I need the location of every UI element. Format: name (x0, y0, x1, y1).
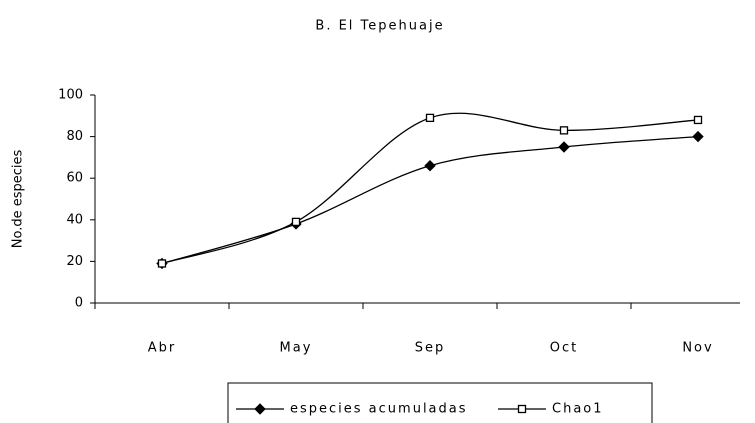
series-line (161, 135, 699, 265)
y-tick-label: 80 (66, 129, 83, 144)
x-tick-label: Oct (550, 341, 578, 356)
legend-label: Chao1 (552, 402, 604, 417)
x-tick-label: Nov (682, 341, 713, 356)
marker (291, 217, 301, 227)
y-tick-label: 60 (66, 171, 83, 186)
marker (517, 404, 527, 414)
legend-label: especies acumuladas (290, 402, 468, 417)
marker (425, 113, 435, 123)
chart-title: B. El Tepehuaje (315, 19, 444, 34)
marker (558, 141, 570, 153)
x-tick-label: Sep (415, 341, 446, 356)
legend-box (227, 382, 653, 423)
x-tick-label: May (280, 341, 313, 356)
y-axis-label: No.de especies (11, 150, 26, 249)
marker (559, 126, 569, 135)
marker (424, 160, 436, 172)
x-tick-label: Abr (148, 341, 177, 356)
marker (157, 259, 167, 268)
marker (692, 130, 704, 143)
y-tick-label: 40 (66, 212, 83, 227)
y-tick-label: 20 (66, 254, 83, 269)
y-tick-label: 100 (58, 88, 83, 103)
y-tick-label: 0 (75, 296, 83, 311)
marker (254, 403, 266, 415)
marker (693, 115, 703, 125)
